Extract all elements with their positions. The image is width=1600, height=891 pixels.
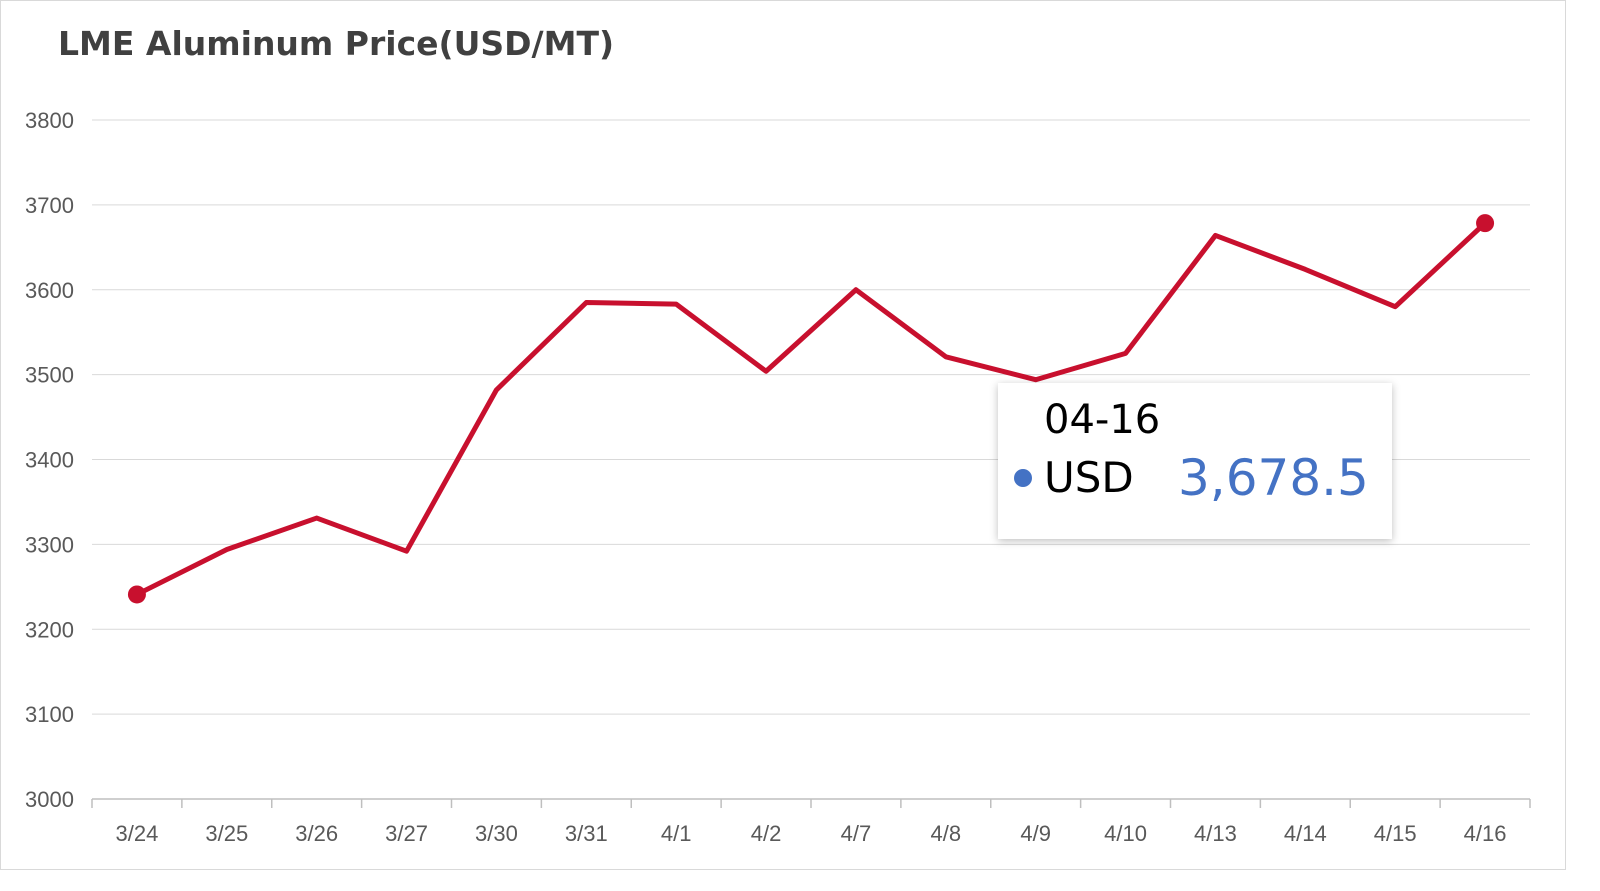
chart-title: LME Aluminum Price(USD/MT)	[58, 24, 615, 63]
x-tick-label: 4/8	[931, 821, 962, 846]
y-tick-label: 3400	[25, 448, 74, 473]
x-tick-label: 4/14	[1284, 821, 1327, 846]
x-tick-label: 3/25	[205, 821, 248, 846]
chart-frame	[0, 0, 1566, 870]
y-tick-label: 3000	[25, 787, 74, 812]
y-tick-label: 3500	[25, 363, 74, 388]
x-tick-label: 4/13	[1194, 821, 1237, 846]
x-tick-label: 3/31	[565, 821, 608, 846]
y-tick-label: 3100	[25, 702, 74, 727]
x-tick-label: 3/27	[385, 821, 428, 846]
series-line	[135, 221, 1487, 597]
y-tick-label: 3600	[25, 278, 74, 303]
x-tick-label: 3/26	[295, 821, 338, 846]
tooltip: 04-16 USD 3,678.5	[998, 383, 1392, 539]
x-tick-label: 4/2	[751, 821, 782, 846]
series-dot-icon	[1014, 469, 1032, 487]
y-tick-label: 3800	[25, 108, 74, 133]
x-tick-label: 4/1	[661, 821, 692, 846]
x-tick-label: 3/30	[475, 821, 518, 846]
x-tick-label: 4/9	[1020, 821, 1051, 846]
x-tick-label: 4/16	[1464, 821, 1507, 846]
x-tick-label: 4/15	[1374, 821, 1417, 846]
y-tick-label: 3700	[25, 193, 74, 218]
x-tick-label: 4/7	[841, 821, 872, 846]
data-point	[127, 585, 146, 604]
x-tick-label: 4/10	[1104, 821, 1147, 846]
tooltip-label: USD	[1044, 453, 1134, 502]
y-tick-label: 3300	[25, 532, 74, 557]
y-tick-label: 3200	[25, 617, 74, 642]
tooltip-date: 04-16	[1044, 397, 1161, 443]
x-tick-label: 3/24	[116, 821, 159, 846]
data-point	[1476, 214, 1495, 233]
tooltip-value: 3,678.5	[1178, 449, 1369, 507]
